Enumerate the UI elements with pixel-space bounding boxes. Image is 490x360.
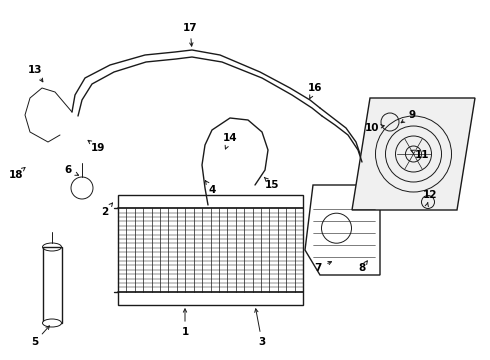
Ellipse shape <box>43 319 62 327</box>
Bar <box>118 195 303 305</box>
Polygon shape <box>352 98 475 210</box>
Text: 13: 13 <box>28 65 42 75</box>
Text: 17: 17 <box>183 23 197 33</box>
Text: 3: 3 <box>258 337 266 347</box>
Text: 18: 18 <box>9 170 23 180</box>
Text: 8: 8 <box>358 263 366 273</box>
Text: 14: 14 <box>222 133 237 143</box>
Text: 9: 9 <box>409 110 416 120</box>
Bar <box>43 247 62 323</box>
Text: 1: 1 <box>181 327 189 337</box>
Text: 19: 19 <box>91 143 105 153</box>
Text: 6: 6 <box>64 165 72 175</box>
Text: 15: 15 <box>265 180 279 190</box>
Text: 2: 2 <box>101 207 109 217</box>
Text: 16: 16 <box>308 83 322 93</box>
Text: 5: 5 <box>31 337 39 347</box>
Text: 7: 7 <box>314 263 322 273</box>
Text: 12: 12 <box>423 190 437 200</box>
Text: 10: 10 <box>365 123 379 133</box>
Text: 11: 11 <box>415 150 429 160</box>
Text: 4: 4 <box>208 185 216 195</box>
